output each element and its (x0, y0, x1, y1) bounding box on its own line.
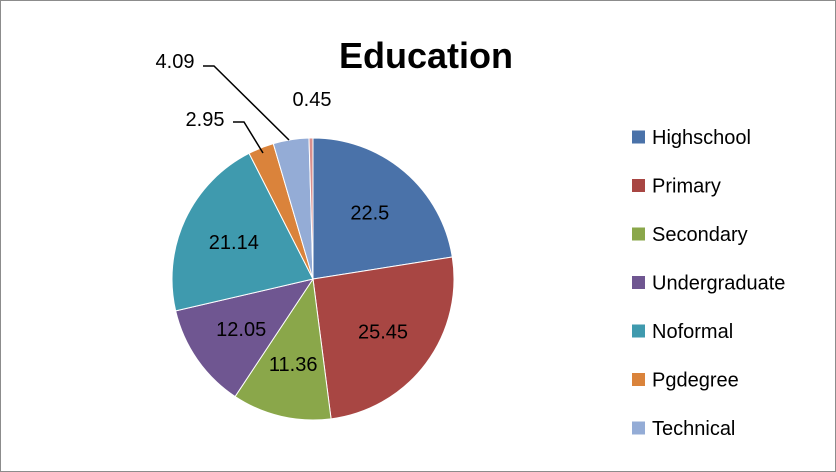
data-label-slice-7: 0.45 (293, 89, 332, 111)
pie-slices (171, 137, 455, 421)
pie-slice-noformal (171, 152, 314, 312)
chart-title: Education (339, 35, 513, 76)
legend-label-highschool: Highschool (652, 127, 751, 149)
data-label-pgdegree: 2.95 (186, 109, 225, 131)
pie-slice-undergraduate (175, 278, 315, 398)
data-label-undergraduate: 12.05 (216, 319, 266, 341)
data-label-noformal: 21.14 (209, 232, 259, 254)
legend-label-undergraduate: Undergraduate (652, 273, 785, 295)
leader-lines (203, 65, 290, 154)
legend: Highschool Primary Secondary Undergraduate N… (632, 127, 785, 440)
legend-label-noformal: Noformal (652, 321, 733, 343)
legend-swatch-undergraduate (632, 276, 645, 289)
data-label-primary: 25.45 (358, 321, 408, 343)
leader-line-technical (203, 65, 290, 141)
pie-slice-primary (312, 256, 455, 420)
data-label-highschool: 22.5 (350, 203, 389, 225)
legend-swatch-pgdegree (632, 373, 645, 386)
pie-slice-highschool (312, 137, 453, 280)
pie-slice-secondary (234, 277, 332, 421)
data-label-technical: 4.09 (156, 51, 195, 73)
pie-slice-slice-7 (308, 137, 314, 280)
legend-swatch-highschool (632, 130, 645, 144)
leader-line-pgdegree (233, 121, 264, 154)
legend-swatch-noformal (632, 324, 645, 338)
legend-label-pgdegree: Pgdegree (652, 370, 739, 392)
legend-swatch-secondary (632, 227, 645, 241)
legend-swatch-technical (632, 421, 645, 435)
legend-label-secondary: Secondary (652, 224, 748, 246)
legend-swatch-primary (632, 179, 645, 192)
legend-label-technical: Technical (652, 418, 735, 440)
data-label-secondary: 11.36 (269, 354, 318, 376)
legend-label-primary: Primary (652, 176, 721, 198)
